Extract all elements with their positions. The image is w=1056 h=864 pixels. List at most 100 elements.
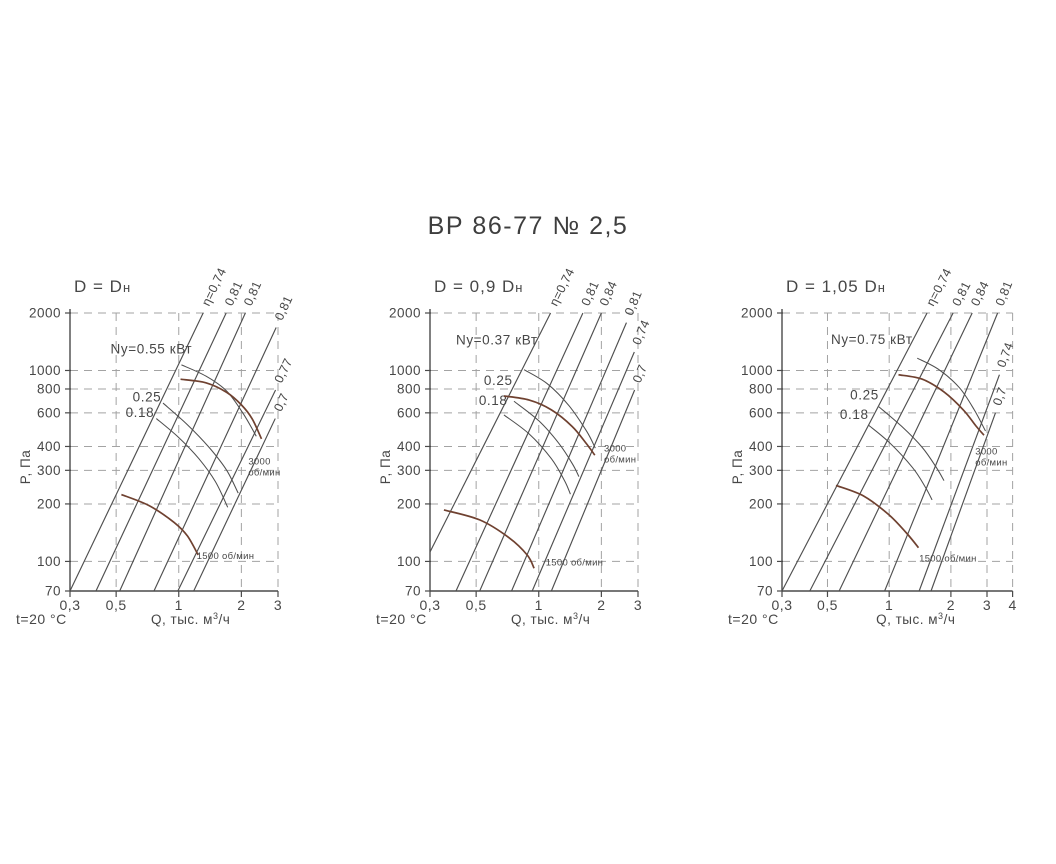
power-label: Ny=0.37 кВт [456,332,538,347]
power-curve [523,369,596,449]
x-tick-label: 0,3 [60,597,81,613]
y-axis-label: P, Па [18,450,33,484]
y-tick-label: 1000 [29,363,61,378]
chart-title: D = Dн [74,277,131,296]
efficiency-label: η=0,74 [547,268,578,308]
y-tick-label: 70 [757,584,773,599]
x-tick-label: 2 [237,597,245,613]
efficiency-line [531,351,635,592]
y-tick-label: 400 [37,439,61,454]
rpm-label: 3000 об/мин [975,447,1007,469]
page-title: ВР 86-77 № 2,5 [427,212,629,240]
efficiency-label: 0,77 [272,356,296,385]
x-tick-label: 2 [597,597,605,613]
power-label: 0.25 [484,373,513,388]
efficiency-line [193,418,276,592]
efficiency-label: 0,81 [993,279,1016,308]
y-tick-label: 100 [749,554,773,569]
efficiency-label: 0,81 [272,294,295,323]
power-label: 0.18 [479,393,508,408]
rpm-curve [898,373,985,436]
rpm-curve [443,509,535,569]
temp-note: t=20 °C [16,611,67,627]
temp-note: t=20 °C [728,611,779,627]
y-tick-label: 2000 [29,306,61,321]
efficiency-line [550,389,636,592]
power-curve [181,364,257,437]
chart-d-nominal: 2000 1000 800 600 400 300 200 100 70 0,3 0,5 1 2 3 η=0… [10,266,346,653]
power-label: 0.25 [133,389,162,404]
x-axis-label: Q, тыс. м3/ч [876,611,955,627]
y-tick-label: 70 [405,584,421,599]
x-tick-label: 1 [885,597,893,613]
y-tick-label: 300 [749,463,773,478]
chart-title: D = 1,05 Dн [786,277,886,296]
efficiency-line [930,412,997,592]
x-tick-label: 4 [1008,597,1016,613]
efficiency-line [95,312,227,592]
y-axis-label: P, Па [730,450,745,484]
y-tick-label: 600 [397,405,421,420]
y-tick-label: 400 [749,439,773,454]
efficiency-line [455,312,584,592]
rpm-curve [503,395,596,456]
power-curve [878,406,945,481]
efficiency-label: 0,84 [597,279,620,308]
rpm-curve [835,484,920,549]
y-tick-label: 600 [37,405,61,420]
y-tick-label: 1000 [741,363,773,378]
y-tick-label: 400 [397,439,421,454]
efficiency-label: 0,81 [241,279,264,308]
y-tick-label: 600 [749,405,773,420]
x-tick-label: 3 [983,597,991,613]
efficiency-line [884,312,999,592]
y-tick-label: 70 [45,584,61,599]
efficiency-label: 0,74 [994,341,1016,370]
rpm-label: 1500 об/мин [546,558,604,569]
efficiency-line [153,327,277,592]
rpm-curve [180,378,263,440]
x-tick-label: 0,5 [466,597,487,613]
y-tick-label: 300 [37,463,61,478]
y-tick-label: 100 [397,554,421,569]
efficiency-label: 0,7 [990,385,1009,407]
y-tick-label: 200 [749,496,773,511]
efficiency-line [69,312,204,592]
x-axis-label: Q, тыс. м3/ч [151,611,230,627]
power-label: Ny=0.75 кВт [831,332,913,347]
power-curve [503,414,571,495]
efficiency-label: 0,84 [968,279,992,308]
rpm-curve [121,493,199,556]
x-tick-label: 0,3 [772,597,793,613]
y-tick-label: 1000 [389,363,421,378]
y-tick-label: 800 [397,381,421,396]
chart-title: D = 0,9 Dн [434,277,523,296]
chart-d-1-05: 2000 1000 800 600 400 300 200 100 70 0,3 0,5 1 2 3 4 η=… [722,266,1056,653]
efficiency-line [809,312,954,592]
y-tick-label: 800 [37,381,61,396]
efficiency-label: 0,81 [622,289,645,318]
y-tick-label: 2000 [389,306,421,321]
y-tick-label: 800 [749,381,773,396]
rpm-label: 1500 об/мин [197,551,255,562]
y-tick-label: 200 [37,496,61,511]
x-tick-label: 1 [535,597,543,613]
rpm-label: 1500 об/мин [919,553,977,564]
efficiency-line [479,312,602,592]
efficiency-label: 0,7 [630,363,650,385]
efficiency-label: 0,7 [271,391,291,414]
rpm-label: 3000 об/мин [248,456,280,478]
efficiency-line [119,312,246,592]
x-tick-label: 2 [947,597,955,613]
x-tick-label: 0,3 [420,597,441,613]
power-curve [162,402,239,494]
efficiency-line [781,312,928,592]
power-curve [916,357,986,432]
efficiency-line [918,374,1000,592]
chart-d-0-9: 2000 1000 800 600 400 300 200 100 70 0,3 0,5 1 2 3 η=0… [370,266,706,653]
rpm-label: 3000 об/мин [604,444,636,466]
power-label: 0.18 [840,407,869,422]
